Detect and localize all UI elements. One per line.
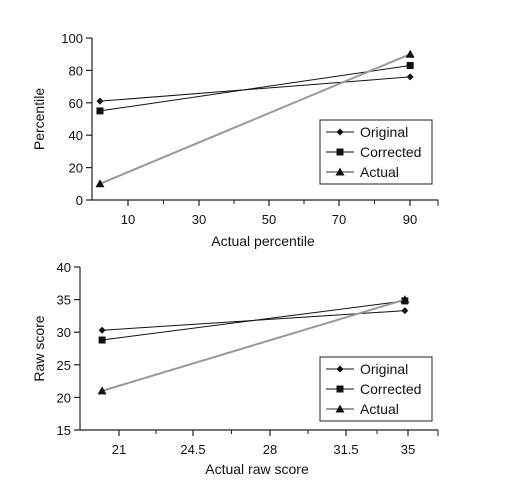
data-point-original <box>406 73 414 81</box>
y-tick-label: 25 <box>57 358 71 373</box>
x-tick-label: 28 <box>263 442 277 457</box>
y-tick-label: 30 <box>57 325 71 340</box>
legend-marker-corrected <box>336 385 344 393</box>
y-tick-label: 40 <box>69 128 83 143</box>
legend-marker-original <box>336 365 344 373</box>
y-tick-label: 100 <box>61 31 83 46</box>
series-line-original <box>99 76 411 102</box>
y-tick-label: 15 <box>57 423 71 438</box>
data-point-corrected <box>96 107 104 115</box>
x-tick-label: 31.5 <box>333 442 358 457</box>
y-tick-label: 80 <box>69 63 83 78</box>
legend-label-actual: Actual <box>360 401 399 417</box>
series-line-corrected <box>102 300 405 341</box>
x-axis-title: Actual raw score <box>205 461 309 477</box>
x-tick-label: 10 <box>121 212 135 227</box>
x-tick-label: 30 <box>192 212 206 227</box>
legend-label-actual: Actual <box>360 164 399 180</box>
x-tick-label: 90 <box>403 212 417 227</box>
legend-marker-actual <box>335 167 345 176</box>
data-point-actual <box>95 179 105 188</box>
data-point-corrected <box>98 336 106 344</box>
data-point-actual <box>97 386 107 395</box>
legend-label-original: Original <box>360 124 408 140</box>
legend-label-corrected: Corrected <box>360 381 421 397</box>
data-point-actual <box>400 295 410 304</box>
y-tick-label: 35 <box>57 293 71 308</box>
y-axis-title: Percentile <box>31 88 47 150</box>
data-point-original <box>401 307 409 315</box>
data-point-original <box>96 97 104 105</box>
chart-2: 15 20 25 30 35 40 21 24.5 28 31.5 35 Actual raw sco… <box>31 260 439 477</box>
legend-marker-corrected <box>336 148 344 156</box>
legend-marker-original <box>336 128 344 136</box>
x-tick-label: 70 <box>332 212 346 227</box>
data-point-original <box>98 326 106 334</box>
x-tick-label: 50 <box>262 212 276 227</box>
data-point-actual <box>405 49 415 58</box>
x-tick-label: 24.5 <box>180 442 205 457</box>
chart-1: 0 20 40 60 80 100 10 30 50 70 90 Actual percentile P… <box>31 31 439 249</box>
x-tick-label: 35 <box>401 442 415 457</box>
legend: Original Corrected Actual <box>319 119 433 185</box>
legend: Original Corrected Actual <box>319 356 433 422</box>
y-axis-title: Raw score <box>31 315 47 381</box>
y-tick-label: 20 <box>69 161 83 176</box>
y-tick-label: 0 <box>76 193 83 208</box>
y-tick-label: 60 <box>69 96 83 111</box>
x-axis-title: Actual percentile <box>211 233 315 249</box>
data-point-corrected <box>406 62 414 70</box>
legend-marker-actual <box>335 404 345 413</box>
series-line-actual <box>101 298 406 392</box>
y-tick-label: 20 <box>57 390 71 405</box>
legend-label-original: Original <box>360 361 408 377</box>
y-tick-label: 40 <box>57 260 71 275</box>
series-line-actual <box>99 53 411 185</box>
x-tick-label: 21 <box>112 442 126 457</box>
series-line-corrected <box>99 65 411 112</box>
legend-label-corrected: Corrected <box>360 144 421 160</box>
